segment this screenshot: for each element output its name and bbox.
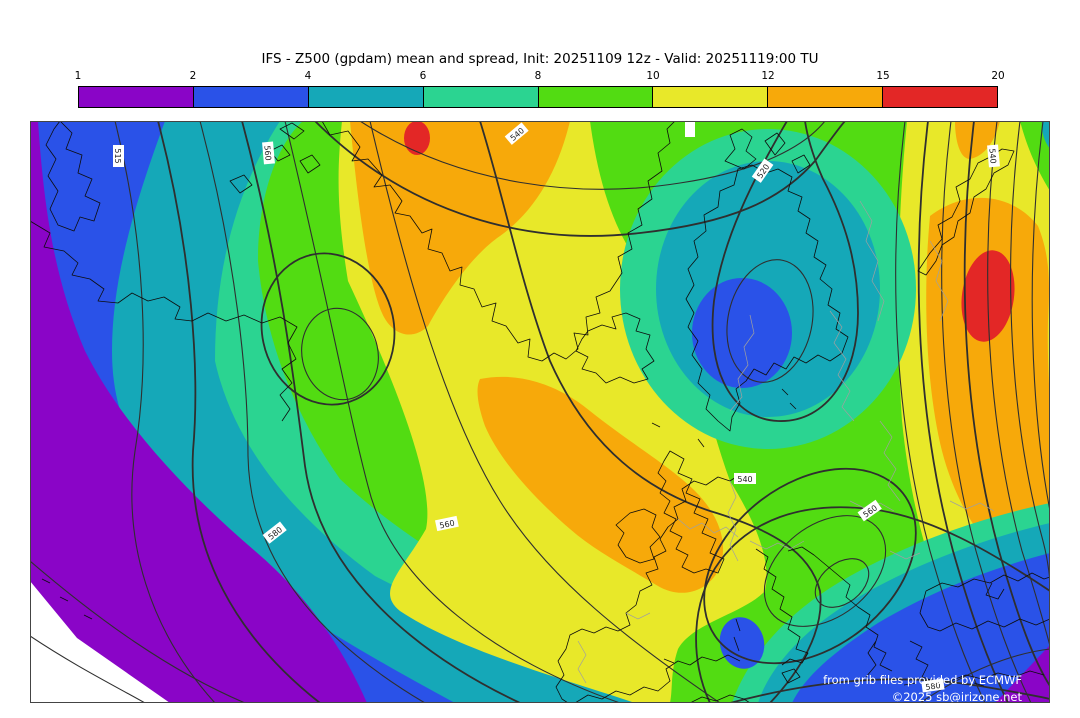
svg-text:560: 560: [439, 518, 456, 530]
colorbar-segment: [79, 87, 194, 107]
svg-text:560: 560: [262, 145, 272, 161]
svg-text:540: 540: [987, 148, 997, 164]
coastline-layer: [29, 120, 1051, 704]
svg-text:580: 580: [925, 681, 941, 692]
colorbar-segment: [308, 87, 424, 107]
colorbar-tick-label: 10: [646, 70, 660, 82]
colorbar-segment: [538, 87, 654, 107]
colorbar-tick-label: 4: [304, 70, 312, 82]
chart-title: IFS - Z500 (gpdam) mean and spread, Init…: [261, 51, 819, 67]
svg-text:515: 515: [113, 148, 122, 163]
contour-label: 580: [921, 678, 945, 693]
svg-text:540: 540: [737, 475, 752, 484]
credits-line2: ©2025 sb@irizone.net: [892, 690, 1023, 703]
contour-label: 540: [987, 144, 1000, 168]
colorbar-segment: [423, 87, 539, 107]
colorbar-tick-label: 15: [876, 70, 890, 82]
contour-label: 560: [434, 515, 459, 532]
map-data-notch: [685, 121, 695, 137]
mean-contour-layer: [29, 120, 1051, 704]
colorbar-tick-label: 8: [534, 70, 542, 82]
colorbar-tick-label: 20: [991, 70, 1005, 82]
colorbar-segments: [78, 86, 998, 108]
colorbar-segment: [768, 87, 884, 107]
colorbar-segment: [883, 87, 997, 107]
map-frame: [30, 121, 1050, 703]
colorbar-tick-label: 12: [761, 70, 775, 82]
colorbar-tick-label: 2: [189, 70, 197, 82]
colorbar: 1 2 4 6 8 10 12 15 20: [74, 70, 1005, 110]
credits-line1: from grib files provided by ECMWF: [823, 673, 1022, 687]
contour-label: 560: [262, 141, 275, 165]
colorbar-tick-label: 1: [74, 70, 82, 82]
colorbar-ticks: 1 2 4 6 8 10 12 15 20: [74, 70, 1005, 83]
colorbar-segment: [653, 87, 769, 107]
contour-label: 515: [113, 145, 124, 167]
contour-label: 540: [734, 473, 756, 484]
spread-fill-layer: [30, 121, 1050, 703]
border-layer: [577, 200, 995, 684]
colorbar-segment: [193, 87, 309, 107]
map-area: 515 560 540 520 540 580 560 540 560 580 from grib…: [29, 120, 1051, 704]
credits: from grib files provided by ECMWF ©2025 …: [823, 673, 1023, 704]
colorbar-tick-label: 6: [419, 70, 427, 82]
